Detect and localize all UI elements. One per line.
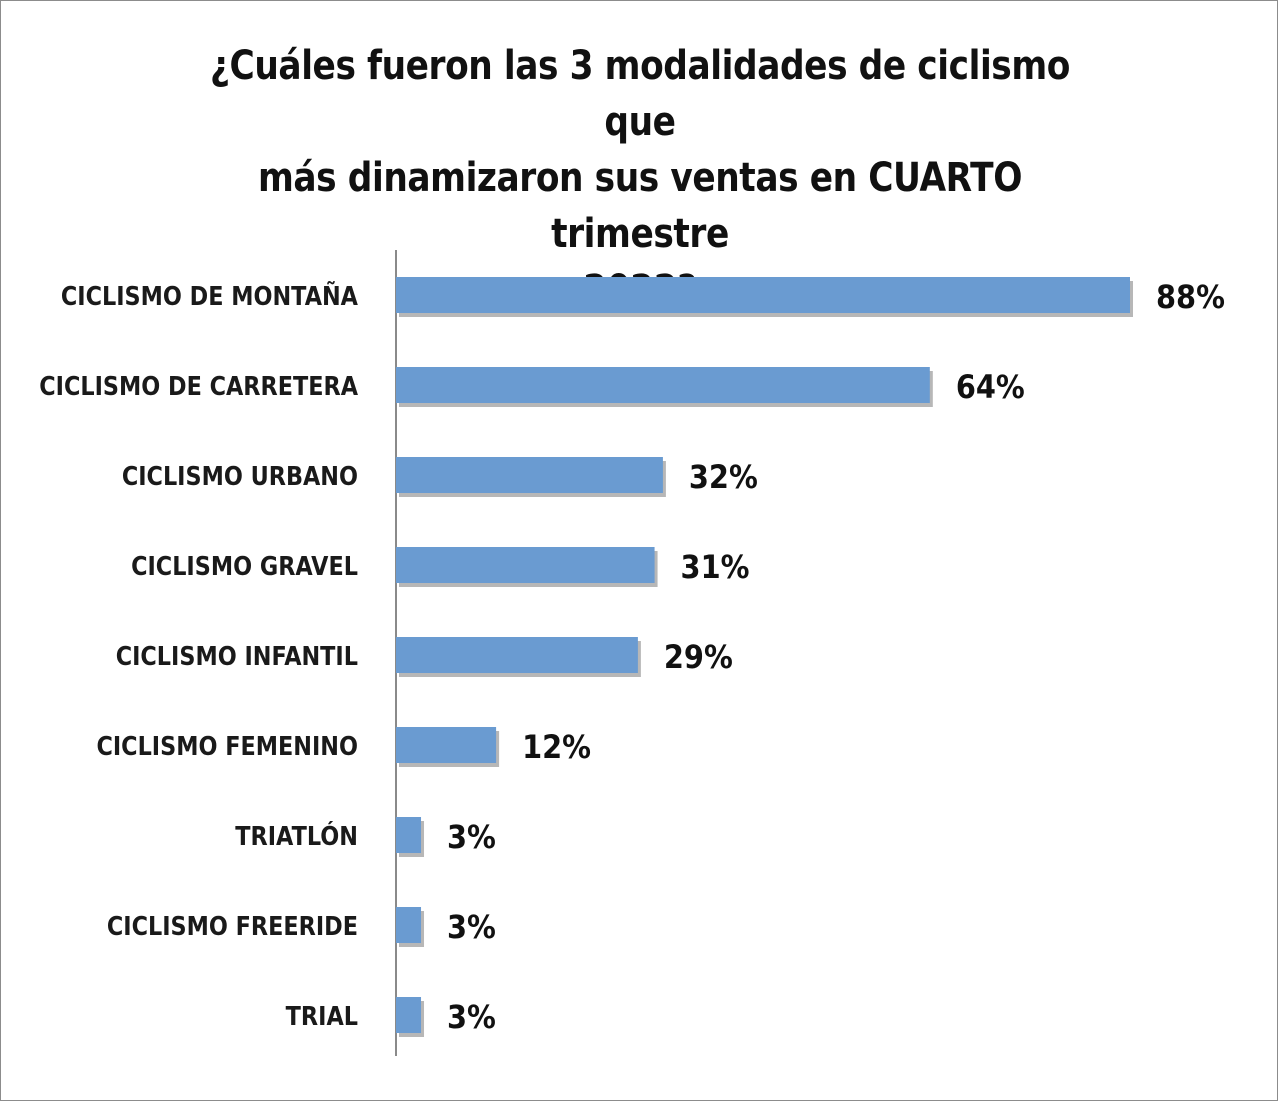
category-label: CICLISMO DE CARRETERA — [39, 370, 358, 401]
value-label: 12% — [522, 730, 591, 767]
value-label: 31% — [681, 550, 750, 587]
value-label: 29% — [664, 640, 733, 677]
category-label: TRIATLÓN — [235, 819, 358, 851]
value-label: 3% — [447, 1000, 496, 1037]
bar — [396, 637, 638, 673]
category-label: CICLISMO URBANO — [122, 460, 358, 491]
chart-title-line-1: ¿Cuáles fueron las 3 modalidades de cicl… — [210, 43, 1070, 145]
bar — [396, 457, 663, 493]
bar — [396, 817, 422, 853]
chart-title: ¿Cuáles fueron las 3 modalidades de cicl… — [210, 38, 1070, 318]
bar — [396, 727, 497, 763]
bar — [396, 997, 422, 1033]
category-label: CICLISMO FREERIDE — [107, 910, 358, 941]
value-label: 32% — [689, 460, 758, 497]
chart-title-line-2: más dinamizaron sus ventas en CUARTO tri… — [257, 155, 1023, 257]
value-label: 3% — [447, 820, 496, 857]
value-label: 88% — [1156, 280, 1225, 317]
bar — [396, 907, 422, 943]
category-label: CICLISMO INFANTIL — [116, 640, 358, 671]
value-label: 3% — [447, 910, 496, 947]
category-label: CICLISMO DE MONTAÑA — [61, 280, 358, 311]
bar — [396, 547, 655, 583]
category-label: CICLISMO GRAVEL — [131, 550, 358, 581]
bar — [396, 367, 930, 403]
category-label: TRIAL — [286, 1000, 358, 1031]
category-label: CICLISMO FEMENINO — [96, 730, 358, 761]
value-label: 64% — [956, 370, 1025, 407]
bar — [396, 277, 1130, 313]
